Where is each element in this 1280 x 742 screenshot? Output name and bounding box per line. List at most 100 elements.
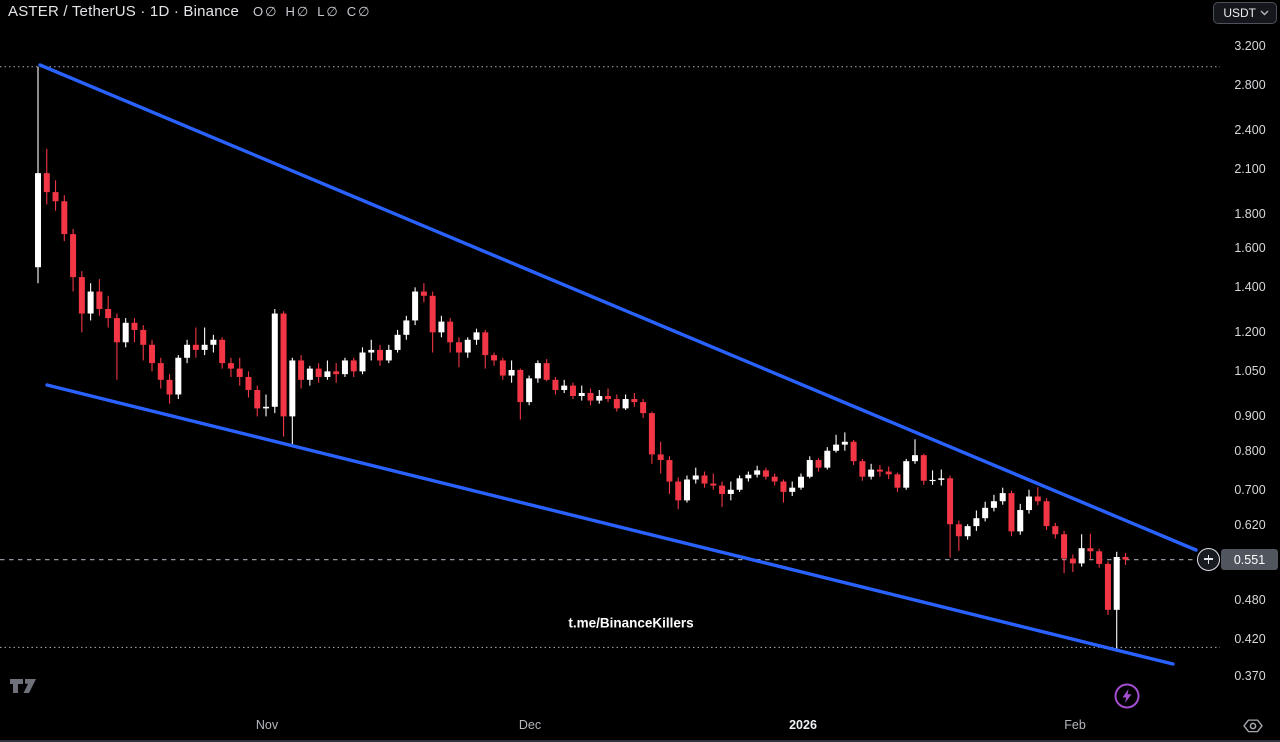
price-tick-label: 2.100	[1234, 161, 1266, 176]
candle	[587, 388, 594, 406]
candle	[613, 394, 620, 412]
candle	[692, 467, 699, 484]
candle	[815, 458, 822, 472]
candle	[736, 475, 743, 492]
candle	[745, 471, 752, 482]
candle	[885, 466, 892, 480]
candle	[1104, 561, 1111, 615]
price-tick-label: 2.800	[1234, 77, 1266, 92]
open-label: O	[253, 4, 264, 19]
candle	[1122, 552, 1129, 565]
candle	[289, 357, 296, 446]
time-tick-label-dec: Dec	[518, 718, 542, 732]
currency-selector-button[interactable]: USDT	[1213, 2, 1277, 24]
currency-label: USDT	[1223, 6, 1256, 20]
channel-upper-trendline[interactable]	[38, 63, 1198, 552]
time-tick-label-feb: Feb	[1064, 718, 1086, 732]
candle	[605, 388, 612, 403]
candle	[70, 228, 77, 292]
price-tick-label: 3.200	[1234, 38, 1266, 53]
candle	[1087, 533, 1094, 560]
candle	[455, 337, 462, 368]
candle	[333, 363, 340, 383]
candle	[236, 357, 243, 386]
candle	[982, 501, 989, 522]
candle	[219, 337, 226, 369]
symbol-title[interactable]: ASTER / TetherUS · 1D · Binance	[8, 3, 240, 20]
candle	[666, 456, 673, 494]
candle	[850, 440, 857, 465]
candle	[122, 318, 129, 348]
candle	[184, 339, 191, 364]
candle	[569, 382, 576, 400]
candle	[534, 360, 541, 383]
high-value: ∅	[296, 4, 309, 19]
candle	[824, 447, 831, 470]
lightning-badge-icon[interactable]	[1113, 682, 1141, 710]
candle	[1113, 551, 1120, 652]
chevron-down-icon	[1260, 10, 1269, 16]
price-tick-label: 2.400	[1234, 122, 1266, 137]
candle	[929, 470, 936, 485]
candle	[78, 271, 85, 333]
candle	[912, 439, 918, 464]
candle	[385, 344, 392, 364]
low-value: ∅	[326, 4, 338, 19]
tradingview-logo-icon[interactable]	[10, 675, 40, 697]
candle	[227, 357, 234, 377]
channel-lower-trendline[interactable]	[45, 383, 1175, 666]
candle	[403, 315, 410, 340]
candle	[754, 465, 761, 478]
settings-gear-icon[interactable]	[1242, 716, 1264, 736]
candle	[157, 357, 164, 389]
candle	[806, 456, 813, 479]
candle	[429, 291, 436, 353]
candle	[499, 357, 506, 380]
candle	[473, 328, 480, 345]
candle	[43, 148, 50, 205]
candle	[622, 394, 629, 410]
price-tick-label: 1.200	[1234, 325, 1266, 340]
candle	[833, 434, 840, 453]
price-tick-label: 0.420	[1234, 631, 1266, 646]
price-tick-label: 1.800	[1234, 206, 1266, 221]
time-tick-label-2026: 2026	[789, 718, 817, 732]
candle	[420, 283, 427, 303]
price-tick-label: 0.700	[1234, 482, 1266, 497]
candle	[271, 308, 278, 414]
current-price-label: 0.551	[1221, 549, 1278, 571]
candle	[990, 494, 997, 512]
candle	[1078, 534, 1085, 567]
candle	[903, 458, 910, 490]
candle	[797, 473, 804, 490]
candle	[210, 334, 217, 353]
candle	[35, 66, 41, 284]
candle	[789, 481, 796, 497]
price-tick-label: 0.370	[1234, 668, 1266, 683]
candle	[561, 379, 568, 393]
candle	[140, 325, 147, 361]
candle	[280, 311, 287, 437]
candle	[131, 318, 138, 343]
candle	[87, 283, 94, 321]
candle	[701, 471, 708, 488]
price-tick-label: 1.400	[1234, 280, 1266, 295]
candle	[192, 327, 199, 358]
candle	[1026, 489, 1033, 514]
candle	[578, 385, 585, 401]
candle	[868, 463, 875, 480]
candle	[675, 477, 682, 510]
candle	[727, 481, 734, 501]
candle	[1043, 498, 1050, 530]
candle	[394, 329, 401, 353]
candle	[710, 473, 717, 490]
add-alert-plus-button[interactable]	[1197, 547, 1220, 571]
low-label: L	[317, 4, 325, 19]
candle	[876, 464, 883, 477]
candle	[999, 487, 1006, 505]
candle	[526, 375, 533, 406]
candle	[1034, 487, 1041, 506]
candle	[61, 195, 68, 242]
